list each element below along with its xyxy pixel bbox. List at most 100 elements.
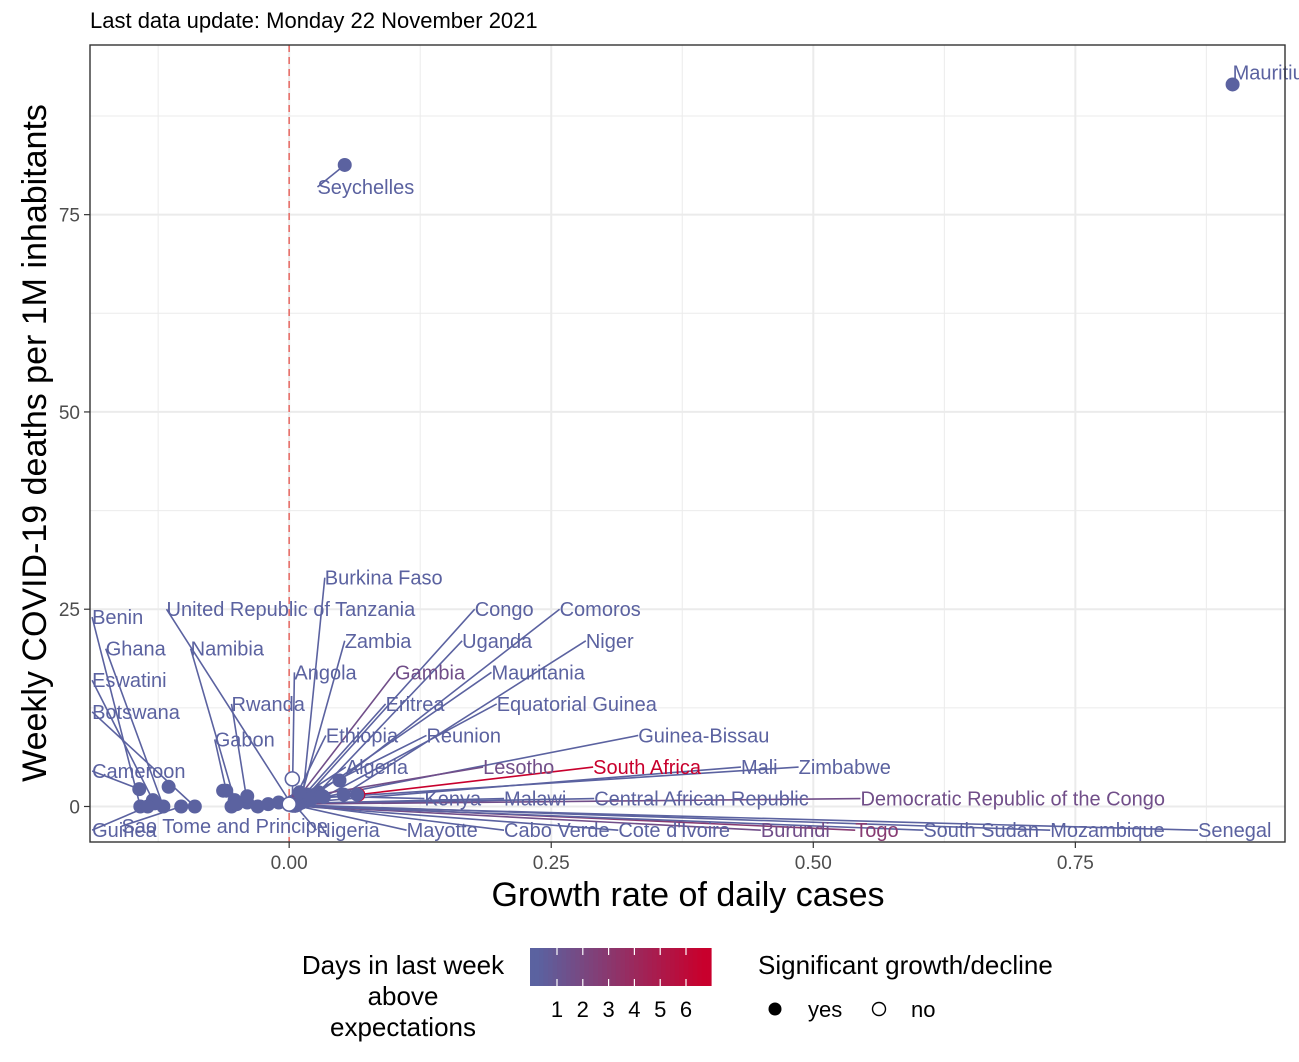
x-axis-ticks: 0.00 0.25 0.50 0.75 <box>271 842 1094 874</box>
color-legend-title-line-1: Days in last week <box>302 950 505 980</box>
connector-8 <box>317 640 463 793</box>
point-label-40: Burundi <box>761 820 830 842</box>
y-tick-label-0: 0 <box>69 797 80 818</box>
x-tick-label-2: 0.50 <box>795 853 832 874</box>
panel-border <box>89 44 1286 843</box>
color-bar-step-35 <box>688 948 694 986</box>
grid-lines <box>90 45 1285 842</box>
color-bar-tick-label-5: 6 <box>680 997 692 1022</box>
color-bar-step-26 <box>647 948 653 986</box>
data-point-24 <box>132 782 147 797</box>
connector-17 <box>294 703 387 806</box>
point-label-18: Equatorial Guinea <box>497 694 658 716</box>
connector-9 <box>343 640 587 796</box>
color-bar-step-29 <box>661 948 667 986</box>
point-label-33: Democratic Republic of the Congo <box>860 789 1165 811</box>
point-label-35: Sao Tome and Principe <box>121 816 327 838</box>
color-bar-tick-label-2: 3 <box>602 997 614 1022</box>
point-label-12: Angola <box>294 662 357 684</box>
connector-33 <box>293 797 861 805</box>
point-label-0: Mauritius <box>1233 63 1299 85</box>
point-label-23: Guinea-Bissau <box>638 725 769 747</box>
connector-24 <box>91 770 140 790</box>
color-bar-step-31 <box>670 948 676 986</box>
point-label-27: South Africa <box>593 757 702 779</box>
color-bar-step-20 <box>620 948 626 986</box>
data-point-29 <box>303 791 318 806</box>
point-label-14: Mauritania <box>491 662 585 684</box>
color-bar-step-10 <box>575 948 581 986</box>
connector-13 <box>295 671 396 801</box>
point-label-42: South Sudan <box>923 820 1039 842</box>
point-label-29: Zimbabwe <box>799 757 891 779</box>
y-tick-label-2: 50 <box>59 403 80 424</box>
connector-10 <box>104 648 165 807</box>
point-label-9: Niger <box>586 631 634 653</box>
point-label-11: Namibia <box>191 639 265 661</box>
connector-18 <box>323 703 498 798</box>
data-points <box>132 77 1240 814</box>
point-label-32: Central African Republic <box>594 789 809 811</box>
point-label-37: Mayotte <box>407 820 478 842</box>
color-bar-step-16 <box>602 948 608 986</box>
point-label-7: Zambia <box>345 631 413 653</box>
point-label-2: Burkina Faso <box>325 568 443 590</box>
color-legend-title-line-2: above <box>368 981 439 1011</box>
point-label-26: Lesotho <box>483 757 554 779</box>
point-label-25: Algeria <box>346 757 409 779</box>
connector-2 <box>301 577 326 798</box>
y-axis-title: Weekly COVID-19 deaths per 1M inhabitant… <box>16 104 54 782</box>
color-bar-step-19 <box>615 948 622 986</box>
data-point-52 <box>261 797 276 812</box>
color-bar-step-5 <box>552 948 558 986</box>
chart-subtitle: Last data update: Monday 22 November 202… <box>90 8 538 33</box>
color-bar-step-17 <box>606 948 613 986</box>
data-point-50 <box>240 789 255 804</box>
legend-no-marker <box>871 1001 887 1017</box>
color-bar-step-33 <box>679 948 685 986</box>
color-bar-step-7 <box>561 948 567 986</box>
color-bar-step-24 <box>638 948 644 986</box>
connector-35 <box>121 805 182 827</box>
color-bar-step-32 <box>674 948 680 986</box>
label-connectors <box>91 164 1199 831</box>
legend-yes-marker <box>768 1002 782 1016</box>
point-labels: Mauritius Seychelles Burkina Faso United Re… <box>92 63 1299 843</box>
data-point-19 <box>187 799 202 814</box>
connector-44 <box>295 804 1199 831</box>
point-label-36: Nigeria <box>316 820 380 842</box>
data-point-49 <box>229 797 244 812</box>
connector-39 <box>293 804 619 831</box>
data-point-47 <box>216 783 231 798</box>
color-bar-step-27 <box>652 948 658 986</box>
connector-27 <box>358 766 594 796</box>
connector-40 <box>294 804 761 831</box>
color-bar-step-23 <box>634 948 640 986</box>
color-bar-tick-label-4: 5 <box>654 997 666 1022</box>
data-point-51 <box>250 799 265 814</box>
connector-31 <box>299 797 505 805</box>
shape-legend-title: Significant growth/decline <box>758 950 1053 980</box>
x-tick-label-3: 0.75 <box>1057 853 1094 874</box>
color-bar <box>530 948 712 986</box>
shape-legend: Significant growth/decline yes no <box>758 950 1053 1022</box>
point-label-39: Cote d'Ivoire <box>618 820 730 842</box>
point-label-24: Cameroon <box>92 761 185 783</box>
data-point-1 <box>337 157 352 172</box>
connector-22 <box>304 734 427 797</box>
data-point-55 <box>284 771 301 787</box>
color-bar-step-36 <box>692 948 699 986</box>
point-label-3: United Republic of Tanzania <box>167 599 417 621</box>
data-point-0 <box>1225 77 1240 92</box>
connector-3 <box>165 608 292 805</box>
data-point-58 <box>350 787 365 802</box>
legend-yes-label: yes <box>808 997 842 1022</box>
point-label-5: Comoros <box>560 599 641 621</box>
point-label-13: Gambia <box>395 662 466 684</box>
y-axis-ticks: 0 25 50 75 <box>59 206 90 818</box>
color-bar-step-1 <box>534 948 540 986</box>
color-bar-step-21 <box>625 948 631 986</box>
legend-no-label: no <box>911 997 935 1022</box>
color-bar-step-13 <box>588 948 594 986</box>
